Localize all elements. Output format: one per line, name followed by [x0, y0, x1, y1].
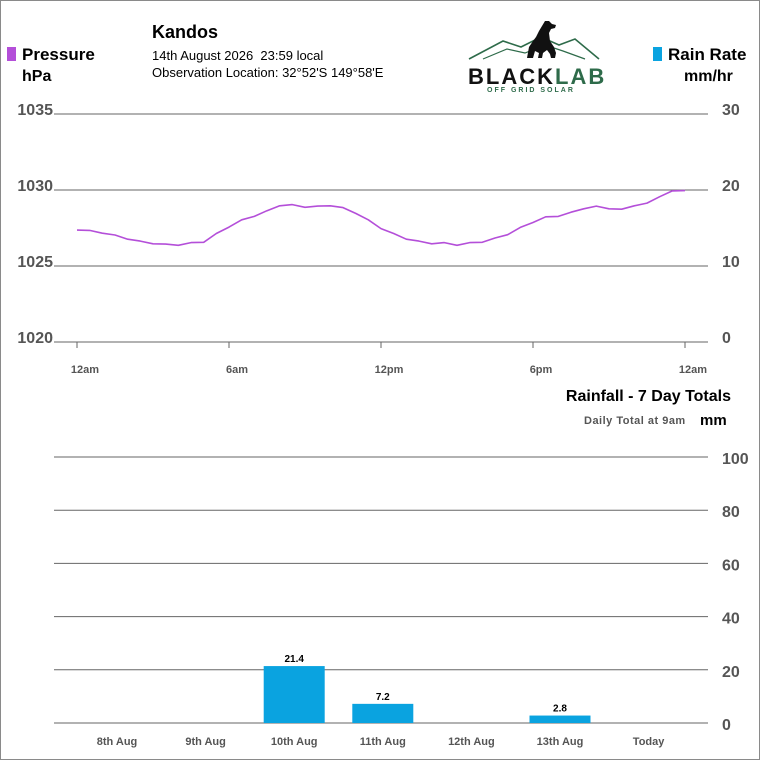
rain-rate-y-tick-label: 10 — [722, 254, 740, 271]
pressure-legend-swatch — [7, 47, 16, 61]
rain-rate-legend-label: Rain Rate — [668, 45, 747, 64]
rainfall-y-tick-label: 20 — [722, 664, 740, 681]
logo-tagline: OFF GRID SOLAR — [487, 87, 575, 94]
rainfall-unit-label: mm — [700, 412, 727, 429]
rainfall-x-tick-label: 12th Aug — [448, 736, 495, 748]
pressure-unit-label: hPa — [22, 68, 52, 85]
rain-rate-legend-swatch — [653, 47, 662, 61]
observation-location: Observation Location: 32°52'S 149°58'E — [152, 65, 384, 80]
rainfall-bar — [529, 715, 591, 723]
x-axis-tick-label: 12am — [71, 364, 99, 376]
pressure-y-tick-label: 1030 — [17, 178, 53, 195]
logo-brand-green: LAB — [555, 64, 607, 89]
logo-dog-mountain-icon — [468, 21, 600, 60]
blacklab-logo: BLACKLAB OFF GRID SOLAR — [463, 17, 605, 95]
rainfall-y-tick-label: 60 — [722, 557, 740, 574]
x-axis-tick-label: 12am — [679, 364, 707, 376]
pressure-y-tick-label: 1020 — [17, 330, 53, 347]
rainfall-bar — [263, 666, 325, 723]
rainfall-y-tick-label: 80 — [722, 504, 740, 521]
rain-rate-y-tick-label: 0 — [722, 330, 731, 347]
rainfall-x-tick-label: 8th Aug — [97, 736, 138, 748]
pressure-y-tick-label: 1035 — [17, 102, 53, 119]
rainfall-x-tick-label: 9th Aug — [185, 736, 226, 748]
rainfall-y-tick-label: 100 — [722, 451, 749, 468]
rain-rate-y-tick-label: 20 — [722, 178, 740, 195]
rain-rate-y-tick-label: 30 — [722, 102, 740, 119]
rainfall-bar — [352, 703, 414, 723]
rainfall-bar-value-label: 2.8 — [553, 704, 567, 715]
rainfall-x-tick-label: 13th Aug — [537, 736, 584, 748]
pressure-y-tick-label: 1025 — [17, 254, 53, 271]
rain-rate-unit-label: mm/hr — [684, 68, 733, 85]
rainfall-chart: 100 80 60 40 20 0 8th Aug 9th Aug 10th Aug 21.4 11… — [54, 451, 749, 748]
rainfall-bar-value-label: 21.4 — [284, 654, 304, 665]
rainfall-y-tick-label: 0 — [722, 717, 731, 734]
observation-datetime: 14th August 2026 23:59 local — [152, 48, 324, 63]
rainfall-x-tick-label: 11th Aug — [360, 736, 406, 748]
x-axis-tick-label: 6am — [226, 364, 248, 376]
pressure-chart: 1035 30 1030 20 1025 10 1020 0 12am 6am 12pm 6pm 12a… — [17, 102, 740, 376]
logo-brand-black: BLACK — [468, 64, 555, 89]
pressure-legend-label: Pressure — [22, 45, 95, 64]
rainfall-x-tick-label: 10th Aug — [271, 736, 318, 748]
rainfall-chart-subtitle: Daily Total at 9am — [584, 415, 686, 427]
rainfall-chart-title: Rainfall - 7 Day Totals — [565, 388, 731, 405]
x-axis-tick-label: 12pm — [375, 364, 404, 376]
pressure-series-line — [76, 189, 686, 247]
station-name: Kandos — [152, 22, 219, 42]
rainfall-bar-value-label: 7.2 — [376, 692, 390, 703]
x-axis-tick-label: 6pm — [530, 364, 553, 376]
rainfall-x-tick-label: Today — [633, 736, 665, 748]
rainfall-y-tick-label: 40 — [722, 611, 740, 628]
